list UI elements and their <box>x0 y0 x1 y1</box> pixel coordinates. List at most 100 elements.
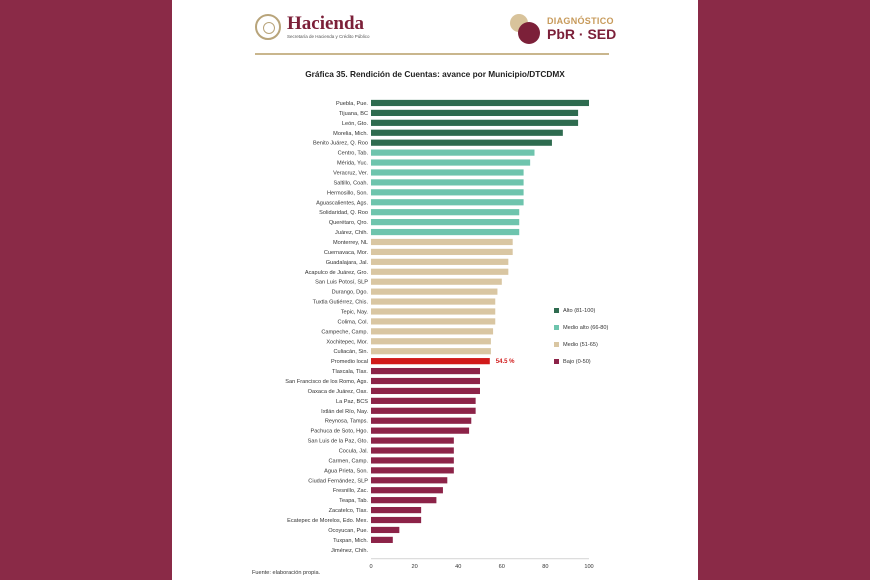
bar <box>371 397 476 404</box>
category-label: Colima, Col. <box>338 319 369 325</box>
bar <box>371 258 509 265</box>
category-label: Acapulco de Juárez, Gro. <box>305 270 369 276</box>
category-label: San Luis Potosí, SLP <box>315 280 368 286</box>
bar <box>371 536 393 543</box>
category-label: Oaxaca de Juárez, Oax. <box>308 389 369 395</box>
category-label: Guadalajara, Jal. <box>326 260 369 266</box>
legend-item: Bajo (0-50) <box>554 353 608 370</box>
category-label: Culiacán, Sin. <box>333 349 368 355</box>
bar <box>371 467 454 474</box>
chart-title: Gráfica 35. Rendición de Cuentas: avance… <box>305 69 565 79</box>
legend-swatch <box>554 308 559 313</box>
bar <box>371 228 520 236</box>
average-value-label: 54.5 % <box>496 359 515 365</box>
diagnostico-logo: DIAGNÓSTICO PbR · SED <box>510 14 616 44</box>
legend-swatch <box>554 342 559 347</box>
category-label: Monterrey, NL <box>333 240 368 246</box>
category-label: Ciudad Fernández, SLP <box>308 478 368 484</box>
bar <box>371 219 520 226</box>
category-label: Agua Prieta, Son. <box>324 468 368 474</box>
chart-legend: Alto (81-100) Medio alto (66-80) Medio (51… <box>554 302 608 370</box>
category-label: Ixtlán del Río, Nay. <box>321 409 368 415</box>
category-label: San Francisco de los Romo, Ags. <box>285 379 368 385</box>
category-label: Durango, Dgo. <box>332 290 369 296</box>
bar <box>371 189 524 196</box>
bar <box>371 149 535 156</box>
category-label: Saltillo, Coah. <box>333 180 368 186</box>
category-label: Mérida, Yuc. <box>337 161 368 167</box>
hacienda-logo: Hacienda Secretaría de Hacienda y Crédit… <box>255 14 370 40</box>
bar <box>371 318 496 325</box>
bar-chart: Puebla, Pue. Tijuana, BC León, Gto. Morelia… <box>285 99 594 570</box>
category-label: Promedio local <box>331 359 368 365</box>
category-label: Carmen, Camp. <box>329 458 369 464</box>
legend-swatch <box>554 359 559 364</box>
bar <box>371 358 490 365</box>
bar <box>371 109 579 116</box>
x-tick-label: 100 <box>584 564 593 570</box>
bar <box>371 169 524 176</box>
bar <box>371 209 520 216</box>
x-tick-label: 0 <box>369 564 372 570</box>
category-label: Cocula, Jal. <box>339 449 369 455</box>
category-label: Solidaridad, Q. Roo <box>319 210 368 216</box>
legend-swatch <box>554 325 559 330</box>
category-label: León, Gto. <box>342 121 369 127</box>
brand-subtitle: Secretaría de Hacienda y Crédito Público <box>287 34 370 39</box>
legend-item: Medio (51-65) <box>554 336 608 353</box>
category-label: Puebla, Pue. <box>336 101 368 107</box>
bar <box>371 238 513 246</box>
category-label: Campeche, Camp. <box>321 329 368 335</box>
source-note: Fuente: elaboración propia. <box>252 570 321 576</box>
report-page: Hacienda Secretaría de Hacienda y Crédit… <box>172 0 698 580</box>
x-tick-label: 40 <box>455 564 461 570</box>
category-label: Tepic, Nay. <box>341 309 369 315</box>
category-label: La Paz, BCS <box>336 399 368 405</box>
category-label: Ocoyucan, Pue. <box>328 528 368 534</box>
legend-label: Medio alto (66-80) <box>563 324 609 331</box>
category-label: Tijuana, BC <box>339 111 368 117</box>
bar <box>371 348 491 355</box>
category-label: Zacatelco, Tlax. <box>329 508 369 514</box>
x-tick-label: 60 <box>499 564 505 570</box>
category-label: Xochitepec, Mor. <box>326 339 368 345</box>
bar <box>371 487 443 494</box>
x-tick-label: 80 <box>542 564 548 570</box>
category-label: San Luis de la Paz, Gto. <box>308 439 369 445</box>
bar <box>371 516 422 524</box>
legend-label: Alto (81-100) <box>563 307 596 314</box>
diagnostico-label: DIAGNÓSTICO <box>547 16 614 26</box>
category-label: Tlaxcala, Tlax. <box>332 369 368 375</box>
x-tick-label: 20 <box>411 564 417 570</box>
bar <box>371 497 437 504</box>
category-label: Tuxpan, Mich. <box>333 538 368 544</box>
bar <box>371 367 480 375</box>
legend-item: Medio alto (66-80) <box>554 319 608 336</box>
category-label: Morelia, Mich. <box>333 131 368 137</box>
bar <box>371 308 496 315</box>
category-label: Tuxtla Gutiérrez, Chis. <box>313 300 369 306</box>
category-label: Teapa, Tab. <box>339 498 368 504</box>
header-divider <box>255 53 609 55</box>
bar <box>371 407 476 414</box>
bar <box>371 437 454 444</box>
legend-item: Alto (81-100) <box>554 302 608 319</box>
category-label: Centro, Tab. <box>338 151 369 157</box>
legend-label: Bajo (0-50) <box>563 358 591 365</box>
bar <box>371 199 524 206</box>
bar <box>371 377 480 385</box>
category-label: Benito Juárez, Q. Roo <box>313 141 368 147</box>
brand-title: Hacienda <box>287 13 365 34</box>
category-label: Cuernavaca, Mor. <box>324 250 369 256</box>
bar <box>371 338 491 345</box>
category-label: Pachuca de Soto, Hgo. <box>310 429 368 435</box>
bar <box>371 298 496 305</box>
bar <box>371 268 509 275</box>
bar <box>371 457 454 464</box>
bar <box>371 417 472 424</box>
bar <box>371 248 513 256</box>
bar <box>371 139 552 146</box>
category-label: Hermosillo, Son. <box>327 190 368 196</box>
bar <box>371 526 400 534</box>
category-label: Jiménez, Chih. <box>331 548 368 554</box>
